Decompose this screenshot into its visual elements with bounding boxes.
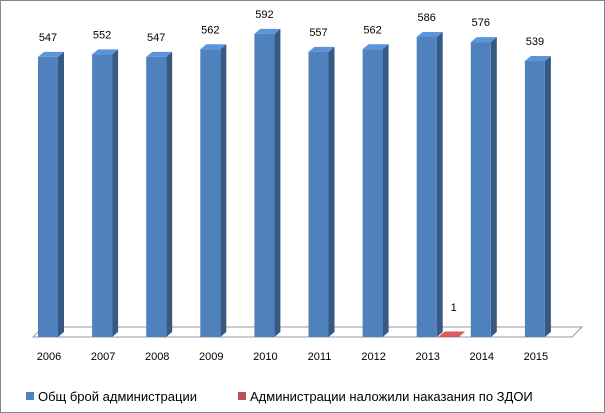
bar-top [146, 51, 173, 57]
x-tick-label: 2014 [470, 351, 494, 363]
x-tick-label: 2006 [37, 351, 61, 363]
bar-front [38, 56, 58, 337]
bar-front [308, 51, 329, 337]
bar-side [220, 44, 227, 337]
x-tick-label: 2011 [308, 351, 332, 363]
data-label: 562 [201, 24, 219, 36]
bar-top [200, 44, 227, 50]
bar [38, 51, 64, 337]
x-tick-label: 2013 [415, 351, 439, 363]
bar-side [490, 37, 497, 337]
data-label: 576 [472, 17, 490, 29]
bar-front [438, 336, 459, 337]
legend-swatch [238, 392, 246, 400]
data-label: 1 [451, 302, 457, 314]
data-label: 557 [309, 27, 327, 39]
bar [146, 51, 173, 337]
bar-top [38, 51, 64, 57]
x-tick-label: 2007 [91, 351, 115, 363]
bar [92, 49, 119, 337]
bar-front [524, 61, 545, 337]
legend-label: Общ брой администрации [38, 389, 197, 404]
bar-top [362, 44, 389, 50]
x-tick-label: 2009 [199, 351, 223, 363]
bar-front [200, 49, 221, 337]
data-label: 586 [418, 12, 436, 24]
x-tick-label: 2008 [145, 351, 169, 363]
bar [438, 331, 465, 337]
bar [200, 44, 227, 337]
bar [308, 46, 335, 337]
bar-side [58, 51, 64, 337]
bar-front [254, 33, 275, 338]
bar-top [254, 28, 281, 34]
bar-front [146, 56, 167, 337]
bar-top [416, 31, 443, 37]
legend-swatch [26, 392, 34, 400]
bar-top [470, 37, 497, 43]
data-label: 592 [255, 9, 273, 21]
data-label: 539 [526, 36, 544, 48]
bar-top [438, 331, 465, 337]
data-label: 562 [363, 24, 381, 36]
bar-side [166, 51, 173, 337]
bar-side [274, 28, 281, 338]
bar [362, 44, 389, 337]
data-label: 547 [147, 32, 165, 44]
x-tick-label: 2010 [253, 351, 277, 363]
x-tick-label: 2015 [524, 351, 548, 363]
x-tick-label: 2012 [361, 351, 385, 363]
bar-side [544, 56, 551, 337]
bar-front [470, 42, 491, 337]
bar-side [112, 49, 119, 337]
bar [416, 31, 443, 338]
bar-side [436, 31, 443, 338]
bar-front [416, 36, 437, 338]
data-label: 547 [39, 32, 57, 44]
bar-side [382, 44, 389, 337]
bar-side [458, 331, 465, 337]
data-label: 552 [93, 29, 111, 41]
legend-label: Администрации наложили наказания по ЗДОИ [250, 389, 533, 404]
bar [254, 28, 281, 338]
bar [524, 56, 551, 337]
bar-front [362, 49, 383, 337]
bar-top [308, 46, 335, 52]
bar-side [328, 46, 335, 337]
bar-front [92, 54, 113, 337]
bar-top [524, 56, 551, 62]
bar-top [92, 49, 119, 55]
bar [470, 37, 497, 337]
